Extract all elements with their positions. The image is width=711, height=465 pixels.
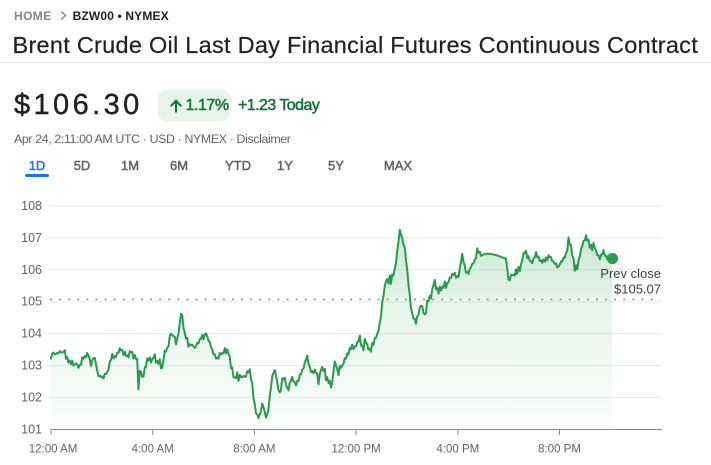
svg-text:$105.07: $105.07: [614, 282, 661, 297]
svg-text:102: 102: [21, 390, 42, 404]
svg-text:12:00 PM: 12:00 PM: [331, 444, 380, 456]
svg-text:8:00 PM: 8:00 PM: [538, 444, 581, 456]
svg-text:103: 103: [21, 359, 42, 373]
svg-text:107: 107: [21, 231, 42, 245]
svg-text:Prev close: Prev close: [600, 266, 661, 281]
svg-text:12:00 AM: 12:00 AM: [29, 444, 78, 456]
svg-text:4:00 PM: 4:00 PM: [436, 444, 479, 456]
svg-text:106: 106: [21, 263, 42, 277]
svg-text:105: 105: [21, 295, 42, 309]
svg-text:104: 104: [21, 327, 42, 341]
svg-text:8:00 AM: 8:00 AM: [233, 444, 275, 456]
svg-text:101: 101: [21, 422, 42, 436]
svg-text:4:00 AM: 4:00 AM: [132, 444, 174, 456]
svg-text:108: 108: [21, 199, 42, 213]
